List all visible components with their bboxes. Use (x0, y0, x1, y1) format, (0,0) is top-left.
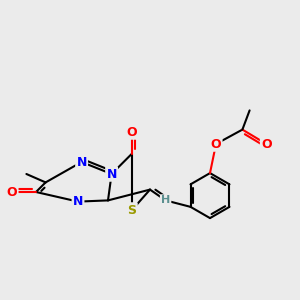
Text: S: S (128, 203, 136, 217)
Text: O: O (7, 185, 17, 199)
Text: O: O (261, 137, 272, 151)
Text: N: N (106, 167, 117, 181)
Text: N: N (73, 195, 83, 208)
Text: O: O (211, 137, 221, 151)
Text: N: N (76, 155, 87, 169)
Text: H: H (161, 195, 170, 206)
Text: O: O (127, 125, 137, 139)
